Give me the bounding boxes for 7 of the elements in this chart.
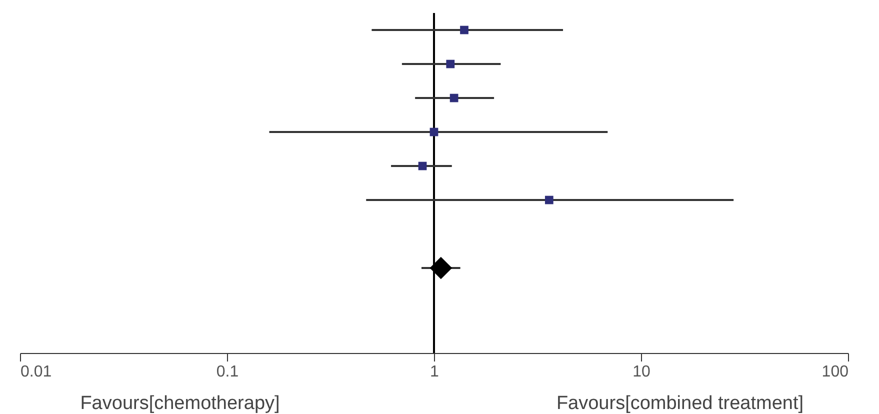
x-tick-label: 1 bbox=[430, 364, 440, 380]
text: Favours[combined treatment] bbox=[556, 393, 804, 414]
x-tick-label: 10 bbox=[632, 364, 650, 380]
x-tick-label: 0.01 bbox=[20, 364, 52, 380]
x-tick-label: 0.1 bbox=[216, 364, 239, 380]
x-tick-label: 100 bbox=[822, 364, 849, 380]
text: Favours[chemotherapy] bbox=[80, 393, 280, 414]
